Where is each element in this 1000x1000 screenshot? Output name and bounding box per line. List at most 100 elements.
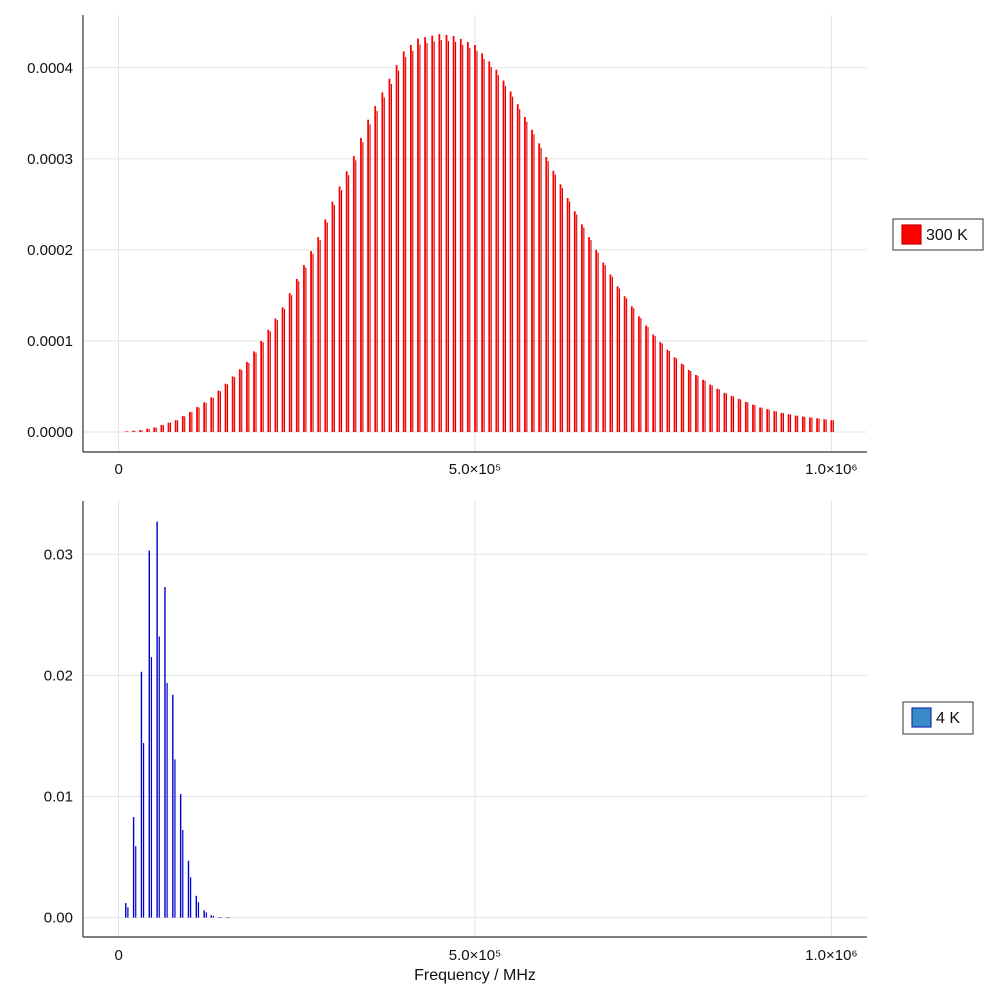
spectral-line [659,342,662,432]
spectral-line [683,364,685,432]
y-tick-label: 0.0002 [27,242,73,259]
spectral-line [533,134,535,432]
x-tick-label: 5.0×10⁵ [449,947,502,964]
spectral-line [212,915,215,918]
spectral-line [131,430,134,432]
axes [82,15,867,453]
bottom-chart-panel: 0 5.0×10⁵ 1.0×10⁶ 0.00 0.01 0.02 0.03 Frequency… [44,501,974,984]
y-tick-label: 0.03 [44,546,73,563]
spectral-line [490,66,492,432]
spectral-line [205,402,207,432]
spectral-line [383,97,385,432]
spectral-line [224,383,227,432]
spectral-line [195,895,198,918]
y-tick-label: 0.0004 [27,60,73,77]
spectral-line [205,912,207,918]
data-marks [125,521,230,919]
spectral-line [595,249,598,432]
spectral-line [218,917,220,918]
spectral-line [583,227,585,432]
spectral-line [730,395,733,432]
spectral-line [516,104,519,432]
spectral-line [495,69,498,432]
x-axis-title: Frequency / MHz [414,967,536,984]
spectral-line [561,188,564,432]
spectral-line [790,414,792,432]
x-tick-label: 5.0×10⁵ [449,461,502,478]
spectral-line [654,336,656,432]
spectral-line [744,401,747,432]
spectral-line [538,143,541,432]
legend-label: 300 K [926,227,968,244]
spectral-line [559,184,562,432]
spectral-line [554,174,556,432]
spectral-line [191,412,193,432]
spectral-line [675,358,678,432]
spectral-line [217,390,220,432]
spectral-line [697,375,699,432]
spectral-line [283,309,286,432]
spectral-line [440,40,442,432]
spectral-line [459,38,462,432]
spectral-line [281,307,284,432]
spectral-line [169,422,172,432]
spectral-line [331,201,334,432]
spectral-line [182,829,184,918]
spectral-line [588,237,590,432]
spectral-line [431,35,434,432]
spectral-line [255,352,257,432]
spectral-line [455,41,457,432]
y-tick-label: 0.00 [44,910,73,927]
spectral-line [179,794,182,918]
spectral-line [611,276,613,432]
spectral-line [160,424,163,432]
spectral-line [241,370,243,432]
spectral-line [162,425,164,432]
legend-label: 4 K [936,710,960,727]
spectral-line [483,58,485,432]
spectral-line [695,374,697,432]
spectral-line [645,325,647,432]
x-tick-label: 0 [114,947,122,964]
spectral-line [203,402,206,432]
spectral-line [780,412,783,432]
spectral-line [220,917,222,918]
spectral-line [547,161,549,432]
spectral-line [766,409,769,432]
spectral-line [167,422,170,432]
spectral-line [317,237,320,432]
spectral-line [801,416,804,432]
spectral-line [231,376,234,432]
tick-labels: 0 5.0×10⁵ 1.0×10⁶ 0.00 0.01 0.02 0.03 [44,546,858,964]
spectral-line [150,657,153,918]
spectral-line [476,50,478,432]
spectral-line [488,61,491,432]
spectral-line [248,362,250,432]
spectral-line [652,334,655,432]
spectral-line [438,34,441,432]
spectral-line [830,420,833,432]
spectral-line [324,219,327,432]
spectral-line [690,370,692,432]
spectral-line [338,186,341,432]
spectral-line [616,286,619,432]
spectral-line [452,35,455,432]
spectral-line [184,416,186,432]
spectral-line [142,743,145,918]
spectral-line [602,262,605,432]
spectral-line [210,397,213,432]
spectral-line [531,129,533,432]
spectral-line [402,51,405,432]
spectral-line [630,306,633,432]
spectral-line [333,205,335,432]
x-tick-label: 1.0×10⁶ [805,461,857,478]
spectral-line [419,44,421,432]
spectral-line [545,157,548,432]
spectral-line [823,419,826,432]
spectral-line [153,427,156,432]
spectral-line [794,415,797,432]
spectral-line [540,147,542,432]
spectral-line [747,402,749,432]
spectral-line [141,430,143,432]
spectral-line [466,42,469,432]
